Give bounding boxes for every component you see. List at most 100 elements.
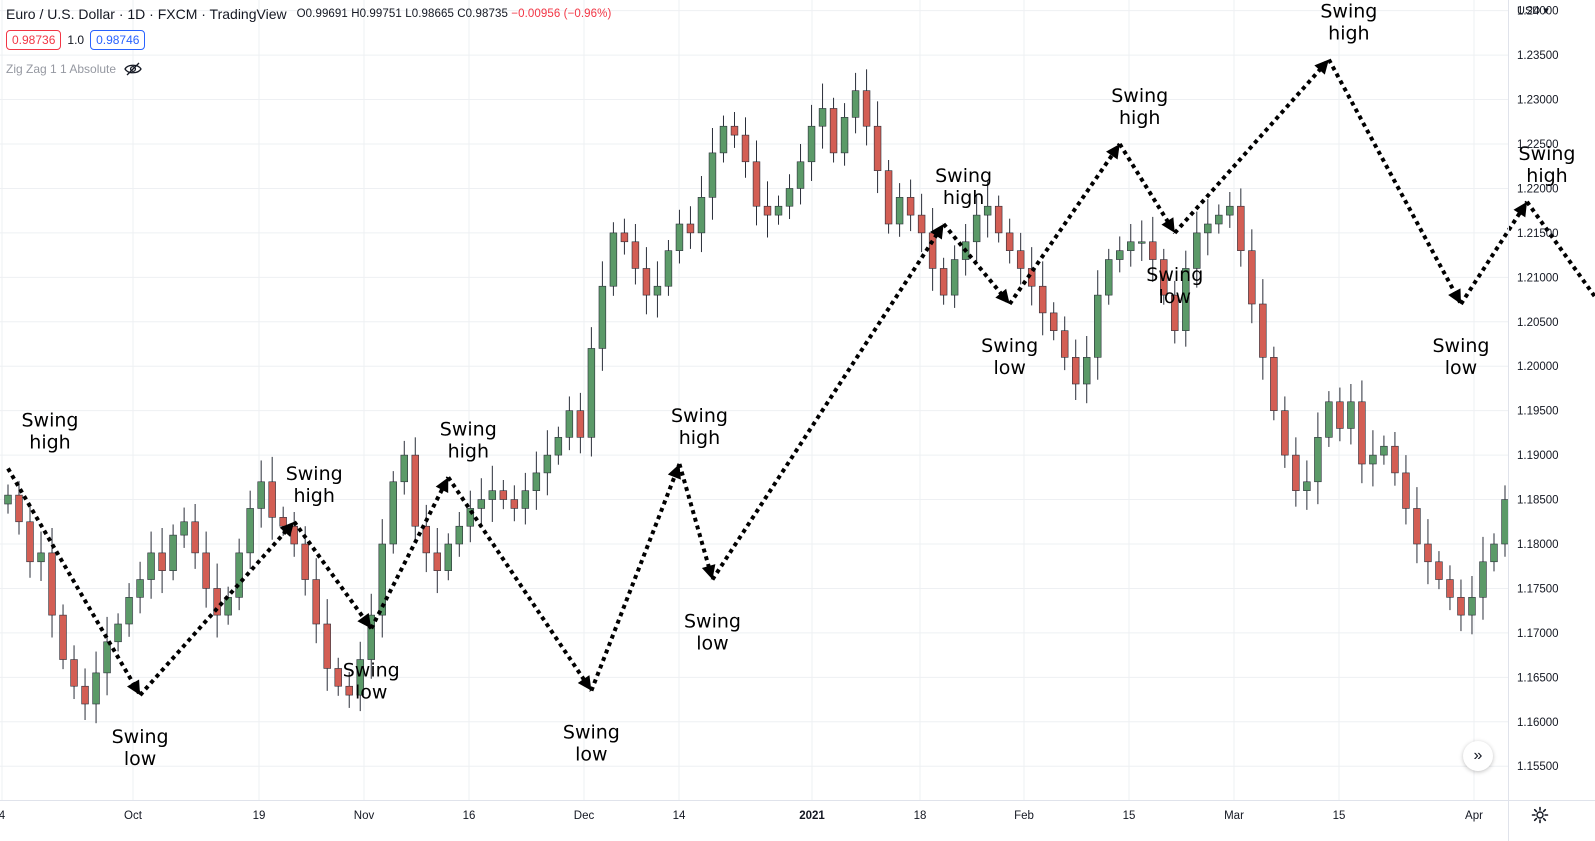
zigzag-segment [1118,142,1177,234]
candle [521,472,530,525]
zigzag-segment [446,476,594,692]
candle [1038,261,1047,336]
buy-price-button[interactable]: 0.98746 [90,30,146,50]
candle [1490,533,1498,572]
candle-body [169,534,177,571]
candle [1292,437,1300,507]
candle-body [15,494,23,523]
time-tick-label: Oct [124,810,143,822]
eye-off-icon[interactable] [124,62,142,76]
candle-body [147,552,155,580]
candle [851,72,860,134]
candle-body [114,623,122,643]
indicator-label[interactable]: Zig Zag 1 1 Absolute [6,62,117,76]
ohlc-close: C0.98735 [457,8,508,20]
candle [488,465,497,522]
ohlc-change: −0.00956 (−0.96%) [511,8,612,20]
zigzag-segment [589,463,682,692]
candle-body [257,481,265,509]
candle [81,668,89,720]
price-tick-label: 1.20500 [1517,317,1559,329]
candle [653,261,662,318]
candle [1049,302,1058,341]
candle [213,563,221,638]
candle-body [1138,241,1146,244]
swing-annotations: SwinghighSwinglowSwinghighSwinglowSwingh… [22,1,1576,771]
candle [59,604,67,670]
zigzag-arrowhead [930,224,944,240]
candle-body [268,481,276,518]
gear-icon[interactable] [1531,806,1549,824]
candle [1380,435,1388,465]
candle [246,490,254,569]
swing-label-line: low [575,744,607,766]
candle [466,490,475,543]
candle-body [488,490,497,500]
candle [928,208,937,291]
candle-body [92,672,100,705]
price-axis[interactable]: 1.15500 1.16000 1.16500 1.17000 1.17500 1.180… [1508,0,1559,841]
price-tick-label: 1.22500 [1517,139,1559,151]
time-axis[interactable]: 4 Oct 19 Nov 16 Dec 14 2021 18 Feb 15 Mar 15 Apr [0,800,1595,823]
candle [939,257,948,305]
candle [917,193,926,253]
candle [1005,218,1014,264]
swing-label-line: Swing [286,463,343,485]
candle-body [312,579,320,625]
candle-body [862,90,871,127]
symbol-title[interactable]: Euro / U.S. Dollar · 1D · FXCM · Trading… [6,6,287,22]
candle-body [1336,401,1344,429]
candle [840,103,849,166]
candle-body [1270,357,1278,411]
candle [37,531,45,581]
candle [1435,551,1443,590]
zigzag-segment [1008,142,1122,306]
candle [1413,487,1421,564]
candle-body [697,197,706,234]
candles [4,69,1509,724]
candle [235,538,243,611]
candle [796,144,805,205]
candle [565,396,574,451]
price-tick-label: 1.22000 [1517,183,1559,195]
candle-body [202,552,210,589]
candle-body [895,197,904,225]
candle-body [301,543,309,580]
candle [906,179,915,232]
candle-body [983,205,992,216]
currency-selector[interactable]: USD ▾ [1517,5,1549,17]
zigzag-arrowhead [357,612,372,629]
candle [323,599,331,691]
swing-label-line: high [943,187,984,209]
price-tick-label: 1.16500 [1517,672,1559,684]
candle-body [686,223,695,234]
price-tick-label: 1.23500 [1517,50,1559,62]
price-tick-label: 1.18000 [1517,539,1559,551]
candle [884,160,893,234]
time-tick-label: Mar [1224,810,1244,822]
candle-body [587,348,596,438]
candle [202,531,210,608]
candle-body [1160,259,1168,296]
candle [785,174,794,220]
candle-body [422,525,430,554]
candle-body [389,481,397,545]
scroll-to-realtime-button[interactable]: » [1463,741,1493,771]
candle-body [334,668,342,687]
candle-body [774,205,783,216]
ohlc-open: O0.99691 [296,8,348,20]
indicator-legend: Zig Zag 1 1 Absolute [6,62,142,76]
candle [1369,430,1377,487]
swing-label-line: low [696,633,728,655]
zigzag-segment [1173,58,1331,235]
candle-body [730,125,739,136]
candle [345,672,353,708]
candle [125,583,133,637]
zigzag-segment [6,467,142,697]
candle [4,484,12,514]
candle [1336,387,1344,442]
candle [136,561,144,614]
sell-price-button[interactable]: 0.98736 [6,30,62,50]
